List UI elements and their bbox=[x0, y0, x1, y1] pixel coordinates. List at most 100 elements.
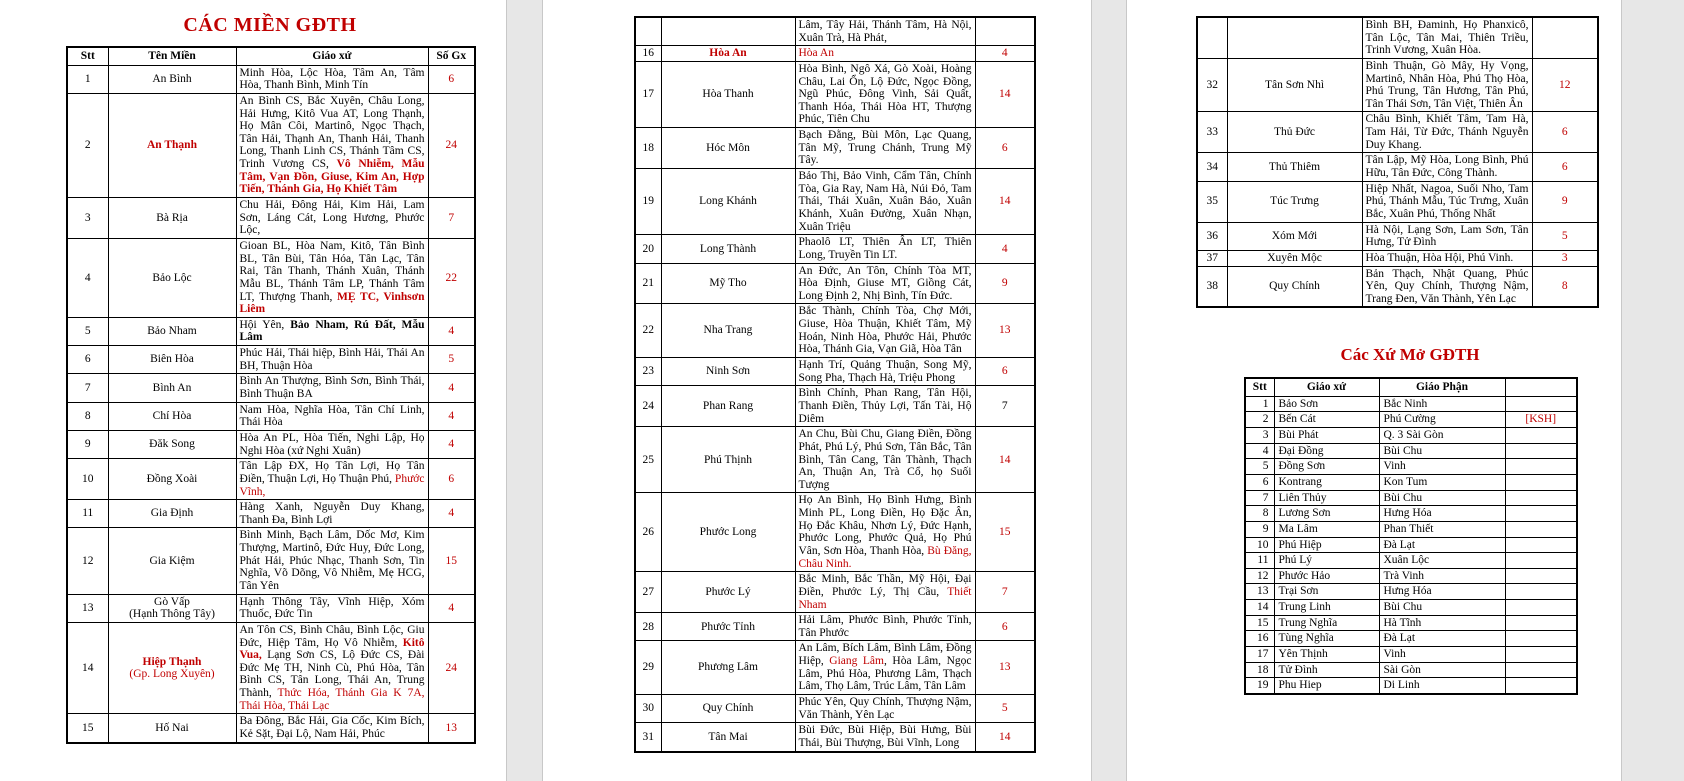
note-cell bbox=[1504, 505, 1578, 522]
region-name-cell: Long Khánh bbox=[660, 168, 796, 236]
parishes-cell: Chu Hải, Đông Hải, Kim Hải, Lam Sơn, Lán… bbox=[235, 197, 429, 239]
stt-cell: 19 bbox=[1244, 677, 1275, 695]
stt-cell: 14 bbox=[1244, 599, 1275, 616]
note-cell bbox=[1504, 614, 1578, 632]
parishes-cell: An Lâm, Bích Lâm, Bình Lâm, Đồng Hiệp, G… bbox=[794, 640, 976, 696]
count-cell: 6 bbox=[427, 64, 476, 94]
parishes-cell: Bắc Thành, Chính Tòa, Chợ Mới, Giuse, Hò… bbox=[794, 303, 976, 359]
region-name-cell: Quy Chính bbox=[1226, 265, 1363, 308]
table-row: 5 Đồng Sơn Vinh bbox=[1244, 458, 1578, 475]
region-name-cell: Xuyên Mộc bbox=[1226, 249, 1363, 267]
region-name-cell: Hòa Thanh bbox=[660, 60, 796, 129]
stt-cell: 30 bbox=[634, 694, 662, 724]
note-cell bbox=[1504, 489, 1578, 507]
parishes-cell: Nam Hòa, Nghĩa Hòa, Tân Chí Linh, Thái H… bbox=[235, 401, 429, 431]
count-cell: 4 bbox=[427, 316, 476, 347]
parishes-cell: Bạch Đằng, Bùi Môn, Lạc Quang, Tân Mỹ, T… bbox=[794, 127, 976, 170]
stt-cell: 16 bbox=[1244, 630, 1275, 648]
count-cell: 5 bbox=[427, 345, 476, 375]
count-cell: 12 bbox=[1531, 57, 1599, 113]
table-row: 20 Long Thành Phaolô LT, Thiên Ân LT, Thiê… bbox=[634, 234, 1036, 264]
table-row: 34 Thủ Thiêm Tân Lập, Mỹ Hòa, Long Bình, P… bbox=[1196, 152, 1599, 182]
region-name-cell: Hố Nai bbox=[107, 713, 237, 744]
table-row: Bình BH, Đaminh, Họ Phanxicô, Tân Lộc, T… bbox=[1196, 16, 1599, 59]
count-cell: 22 bbox=[427, 237, 476, 318]
stt-cell: 6 bbox=[66, 345, 109, 375]
stt-cell: 11 bbox=[1244, 552, 1275, 569]
diocese-cell: Trà Vinh bbox=[1378, 567, 1506, 585]
table-row: 1 Bảo Sơn Bắc Ninh bbox=[1244, 395, 1578, 413]
parishes-cell: Hiệp Nhất, Nagoa, Suối Nho, Tam Phú, Thá… bbox=[1361, 180, 1533, 223]
table-row: 22 Nha Trang Bắc Thành, Chính Tòa, Chợ Mới… bbox=[634, 303, 1036, 359]
region-name-cell bbox=[1226, 16, 1363, 59]
parishes-cell: Bắc Minh, Bắc Thần, Mỹ Hội, Đại Điền, Ph… bbox=[794, 571, 976, 614]
stt-cell: 6 bbox=[1244, 473, 1275, 491]
table-row: 17 Hòa Thanh Hòa Bình, Ngô Xá, Gò Xoài, Ho… bbox=[634, 60, 1036, 129]
stt-cell: 2 bbox=[66, 92, 109, 199]
region-name-cell: Tân Mai bbox=[660, 722, 796, 753]
table-row: 37 Xuyên Mộc Hòa Thuận, Hòa Hội, Phú Vinh.… bbox=[1196, 249, 1599, 267]
stt-cell: 18 bbox=[1244, 661, 1275, 679]
table-row: 5 Bảo Nham Hội Yên, Bảo Nham, Rú Đất, Mẫu … bbox=[66, 316, 476, 347]
count-cell: 14 bbox=[974, 426, 1036, 494]
parishes-cell: Bình BH, Đaminh, Họ Phanxicô, Tân Lộc, T… bbox=[1361, 16, 1533, 59]
region-name-cell: An Thạnh bbox=[107, 92, 237, 199]
parish-cell: Lương Sơn bbox=[1273, 505, 1380, 522]
count-cell: 6 bbox=[1531, 152, 1599, 182]
parish-cell: Phú Hiệp bbox=[1273, 536, 1380, 554]
note-cell bbox=[1504, 520, 1578, 538]
stt-cell: 19 bbox=[634, 168, 662, 236]
diocese-cell: Hà Tĩnh bbox=[1378, 614, 1506, 632]
parishes-cell: Minh Hòa, Lộc Hòa, Tâm An, Tâm Hòa, Than… bbox=[235, 64, 429, 94]
note-cell bbox=[1504, 427, 1578, 444]
count-cell: 4 bbox=[427, 401, 476, 431]
diocese-cell: Bùi Chu bbox=[1378, 489, 1506, 507]
parishes-cell: Họ An Bình, Họ Bình Hưng, Bình Minh PL, … bbox=[794, 492, 976, 573]
region-name-cell: Xóm Mới bbox=[1226, 221, 1363, 251]
stt-cell bbox=[634, 16, 662, 47]
table-row: 26 Phước Long Họ An Bình, Họ Bình Hưng, Bì… bbox=[634, 492, 1036, 573]
count-cell: 6 bbox=[1531, 111, 1599, 154]
table-row: 21 Mỹ Tho An Đức, An Tôn, Chính Tòa MT, Hò… bbox=[634, 262, 1036, 305]
note-cell bbox=[1504, 646, 1578, 663]
stt-cell: 15 bbox=[1244, 614, 1275, 632]
table-row: 13 Gò Vấp (Hạnh Thông Tây) Hạnh Thông Tây, … bbox=[66, 593, 476, 623]
table-row: 25 Phú Thịnh An Chu, Bùi Chu, Giang Điền, … bbox=[634, 426, 1036, 494]
section-title: Các Xứ Mở GĐTH bbox=[1340, 345, 1480, 365]
region-name-cell: Thủ Thiêm bbox=[1226, 152, 1363, 182]
count-cell: 15 bbox=[974, 492, 1036, 573]
parish-cell: Kontrang bbox=[1273, 473, 1380, 491]
table-row: 8 Lương Sơn Hưng Hóa bbox=[1244, 505, 1578, 522]
diocese-cell: Sài Gòn bbox=[1378, 661, 1506, 679]
table-row: 27 Phước Lý Bắc Minh, Bắc Thần, Mỹ Hội, Đạ… bbox=[634, 571, 1036, 614]
stt-cell: 32 bbox=[1196, 57, 1228, 113]
region-name-cell: Gò Vấp (Hạnh Thông Tây) bbox=[107, 593, 237, 623]
table-row: 7 Bình An Bình An Thượng, Bình Sơn, Bình T… bbox=[66, 373, 476, 403]
note-cell bbox=[1504, 458, 1578, 475]
parish-cell: Bến Cát bbox=[1273, 411, 1380, 429]
table-row: 16 Hòa An Hòa An 4 bbox=[634, 45, 1036, 62]
note-cell bbox=[1504, 536, 1578, 554]
diocese-cell: Đà Lạt bbox=[1378, 536, 1506, 554]
parish-cell: Trung Nghĩa bbox=[1273, 614, 1380, 632]
table-row: 12 Phước Hảo Trà Vinh bbox=[1244, 567, 1578, 585]
stt-cell: 15 bbox=[66, 713, 109, 744]
column-header: Giáo xứ bbox=[1273, 377, 1380, 397]
parishes-cell: Hòa An PL, Hòa Tiến, Nghi Lập, Họ Nghi H… bbox=[235, 429, 429, 460]
parishes-cell: Hạnh Thông Tây, Vĩnh Hiệp, Xóm Thuốc, Đứ… bbox=[235, 593, 429, 623]
region-name-cell: An Bình bbox=[107, 64, 237, 94]
note-cell bbox=[1504, 630, 1578, 648]
table-row: 38 Quy Chính Bản Thạch, Nhật Quang, Phúc Y… bbox=[1196, 265, 1599, 308]
stt-cell: 5 bbox=[1244, 458, 1275, 475]
column-header: Stt bbox=[1244, 377, 1275, 397]
regions-table-part1: Stt Tên Miền Giáo xứ Số Gx 1 An Bình Minh Hòa,… bbox=[66, 46, 476, 744]
stt-cell: 2 bbox=[1244, 411, 1275, 429]
stt-cell: 21 bbox=[634, 262, 662, 305]
stt-cell: 1 bbox=[1244, 395, 1275, 413]
count-cell: 13 bbox=[974, 640, 1036, 696]
table-row: 13 Trại Sơn Hưng Hóa bbox=[1244, 583, 1578, 601]
stt-cell: 8 bbox=[1244, 505, 1275, 522]
region-name-cell: Hóc Môn bbox=[660, 127, 796, 170]
count-cell: 24 bbox=[427, 621, 476, 715]
table-row: 9 Ma Lâm Phan Thiết bbox=[1244, 520, 1578, 538]
